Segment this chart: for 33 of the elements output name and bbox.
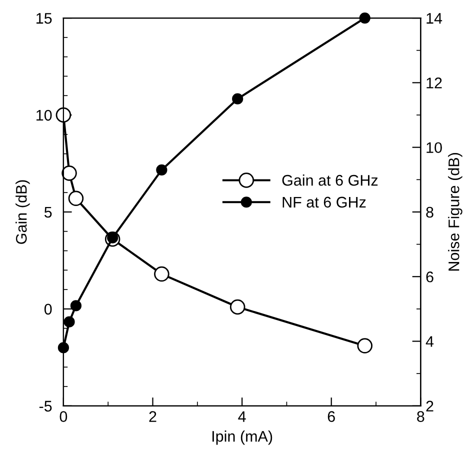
point <box>230 299 246 315</box>
legend-label: Gain at 6 GHz <box>282 174 378 186</box>
y2-tick-label: 10 <box>426 142 442 154</box>
point <box>156 164 168 176</box>
x-tick-label: 4 <box>238 411 246 422</box>
y2-tick-label: 2 <box>426 400 434 412</box>
y2-tick-label: 4 <box>426 336 434 347</box>
point <box>232 93 244 104</box>
x-tick-label: 6 <box>328 411 335 422</box>
y-tick-label: 5 <box>44 206 52 218</box>
y-tick-label: 0 <box>44 304 52 315</box>
point <box>58 342 70 354</box>
x-tick-label: 0 <box>60 411 68 422</box>
y2-axis-title: Noise Figure (dB) <box>448 153 462 271</box>
point <box>62 166 77 181</box>
x-tick-label: 2 <box>149 411 156 422</box>
y-tick-label: 10 <box>36 110 52 121</box>
point <box>68 190 84 206</box>
point <box>64 316 75 328</box>
y-tick-label: -5 <box>39 400 52 412</box>
point <box>70 300 82 312</box>
y-tick-label: 15 <box>36 13 52 24</box>
y2-tick-label: 12 <box>426 78 442 88</box>
legend-label: NF at 6 GHz <box>282 196 366 208</box>
point <box>359 12 370 24</box>
point <box>357 338 372 354</box>
y2-tick-label: 8 <box>426 206 434 218</box>
y2-tick-label: 6 <box>426 271 434 282</box>
y2-tick-label: 14 <box>426 13 442 24</box>
x-tick-label: 8 <box>417 411 424 422</box>
x-axis-title: Ipin (mA) <box>212 430 272 445</box>
y-axis-title: Gain (dB) <box>16 180 30 244</box>
point <box>154 266 170 282</box>
